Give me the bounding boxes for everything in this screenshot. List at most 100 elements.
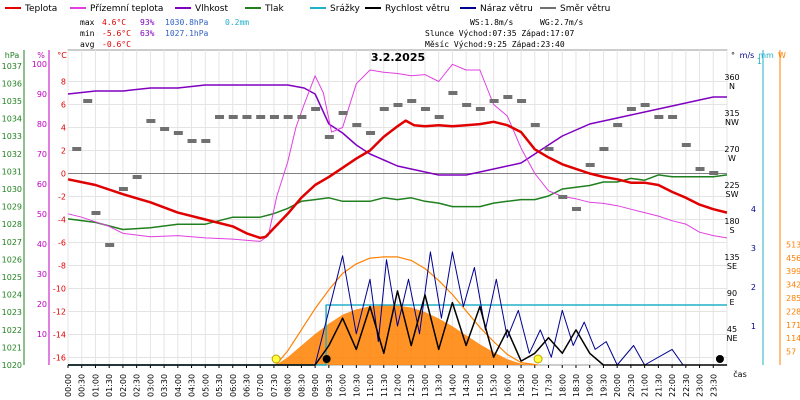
tick-x: 03:30 — [160, 374, 169, 397]
humidity-line — [67, 84, 727, 176]
wind-dir-mark — [118, 187, 128, 191]
legend-label-rain: Srážky — [330, 4, 361, 14]
tick-degc: -12 — [53, 308, 66, 317]
tick-x: 00:30 — [78, 374, 87, 397]
tick-dir: 90 — [727, 289, 737, 298]
wind-dir-mark — [173, 131, 183, 135]
stat-temp: 4.6°C — [102, 18, 126, 27]
sunrise-marker — [271, 354, 281, 364]
wind-dir-mark — [269, 115, 279, 119]
tick-x: 18:00 — [558, 374, 567, 397]
tick-pct: 50 — [37, 210, 47, 219]
tick-x: 15:00 — [476, 374, 485, 397]
tick-x: 10:30 — [352, 374, 361, 397]
wind-dir-mark — [462, 103, 472, 107]
legend-label-gust: Náraz větru — [480, 4, 533, 14]
wind-dir-mark — [654, 115, 664, 119]
tick-x: 10:00 — [339, 374, 348, 397]
tick-hpa: 1032 — [2, 150, 22, 159]
wind-dir-mark — [324, 135, 334, 139]
tick-hpa: 1031 — [2, 167, 22, 176]
axis-unit-dir: ° — [731, 51, 735, 60]
tick-hpa: 1037 — [2, 62, 22, 71]
tick-degc: -10 — [53, 285, 66, 294]
stat-press: 1027.1hPa — [165, 29, 209, 38]
stat-temp: -5.6°C — [102, 29, 131, 38]
axis-unit-degc: °C — [57, 51, 67, 60]
tick-hpa: 1025 — [2, 273, 22, 282]
tick-ms: 1 — [751, 322, 756, 331]
tick-wm2: 513 — [786, 240, 800, 249]
stats-block: max 4.6°C 93% 1030.8hPa 0.2mm min -5.6°C 63% 102… — [80, 18, 584, 49]
legend: Teplota Přízemní teplota Vlhkost Tlak Srážky… — [5, 4, 610, 14]
wind-dir-mark — [105, 243, 115, 247]
stat-label: min — [80, 29, 95, 38]
tick-dir: 225 — [724, 181, 739, 190]
wind-dir-mark — [242, 115, 252, 119]
legend-label-press: Tlak — [264, 4, 285, 14]
x-axis-label: čas — [733, 369, 746, 379]
tick-x: 21:00 — [641, 374, 650, 397]
wind-dir-mark — [668, 115, 678, 119]
tick-x: 00:00 — [64, 374, 73, 397]
tick-degc: -4 — [58, 216, 66, 225]
wind-dir-mark — [228, 115, 238, 119]
wind-dir-mark — [132, 175, 142, 179]
tick-pct: 100 — [32, 60, 47, 69]
tick-hpa: 1033 — [2, 132, 22, 141]
tick-dir-letter: N — [729, 82, 735, 91]
tick-x: 22:30 — [682, 374, 691, 397]
wind-dir-mark — [91, 211, 101, 215]
tick-wm2: 228 — [786, 307, 800, 316]
tick-degc: 2 — [61, 147, 66, 156]
tick-x: 02:30 — [133, 374, 142, 397]
tick-x: 23:30 — [709, 374, 718, 397]
wind-dir-mark — [517, 99, 527, 103]
tick-dir-letter: E — [729, 298, 734, 307]
tick-wm2: 399 — [786, 267, 800, 276]
wind-dir-mark — [599, 147, 609, 151]
tick-hpa: 1020 — [2, 361, 22, 370]
tick-x: 22:00 — [668, 374, 677, 397]
wind-dir-mark — [681, 143, 691, 147]
tick-hpa: 1027 — [2, 238, 22, 247]
tick-x: 11:00 — [366, 374, 375, 397]
tick-degc: 0 — [61, 170, 66, 179]
tick-hpa: 1030 — [2, 185, 22, 194]
tick-x: 21:30 — [654, 374, 663, 397]
tick-x: 06:00 — [229, 374, 238, 397]
tick-x: 04:00 — [174, 374, 183, 397]
wind-dir-mark — [448, 91, 458, 95]
tick-x: 09:30 — [325, 374, 334, 397]
wind-dir-mark — [393, 103, 403, 107]
tick-hpa: 1036 — [2, 79, 22, 88]
axis-unit-mm: mm — [758, 51, 774, 60]
tick-dir: 45 — [727, 325, 737, 334]
tick-wm2: 171 — [786, 321, 800, 330]
tick-x: 08:00 — [284, 374, 293, 397]
tick-x: 09:00 — [311, 374, 320, 397]
wind-dir-mark — [283, 115, 293, 119]
wind-dir-mark — [297, 115, 307, 119]
tick-dir: 360 — [724, 73, 739, 82]
stat-label: avg — [80, 40, 95, 49]
wind-dir-mark — [585, 163, 595, 167]
axis-unit-hpa: hPa — [5, 51, 20, 60]
tick-dir-letter: W — [728, 154, 736, 163]
wind-dir-mark — [709, 171, 719, 175]
wind-dir-mark — [489, 99, 499, 103]
info-ws: WS:1.8m/s — [470, 18, 514, 27]
tick-x: 12:00 — [394, 374, 403, 397]
wind-dir-mark — [366, 131, 376, 135]
tick-x: 18:30 — [572, 374, 581, 397]
tick-pct: 80 — [37, 120, 47, 129]
tick-x: 05:30 — [215, 374, 224, 397]
tick-dir-letter: SW — [726, 190, 739, 199]
wind-line — [68, 290, 727, 366]
tick-dir: 270 — [724, 145, 739, 154]
tick-x: 17:30 — [545, 374, 554, 397]
wind-dir-mark — [187, 139, 197, 143]
tick-x: 20:00 — [613, 374, 622, 397]
tick-x: 17:00 — [531, 374, 540, 397]
